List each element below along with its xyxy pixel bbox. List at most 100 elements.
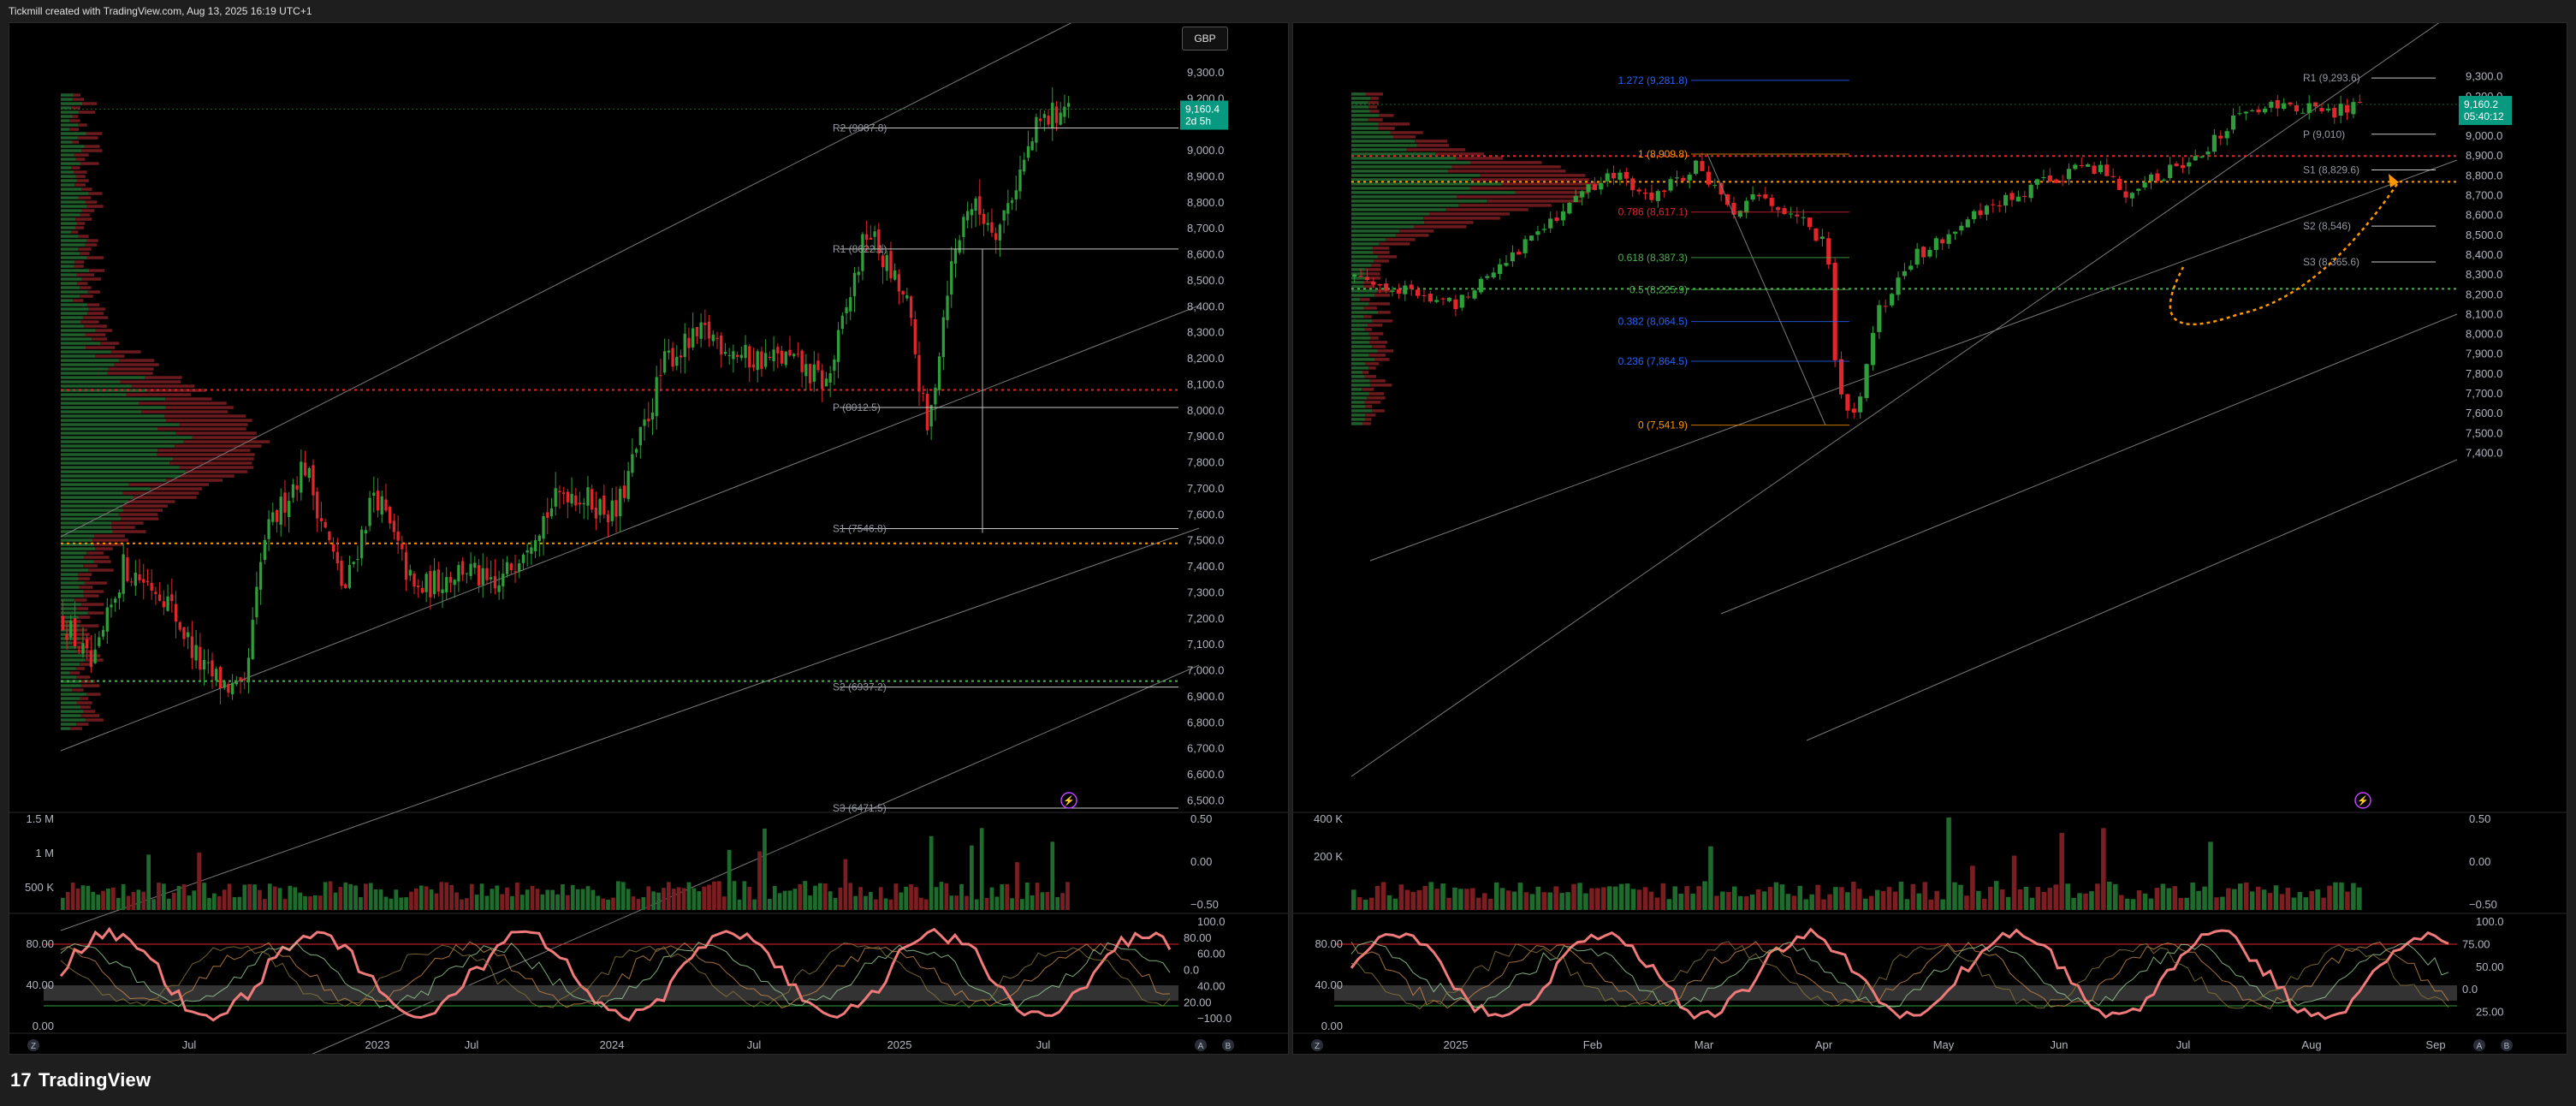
volume-bar[interactable] xyxy=(1547,892,1553,910)
candle-body[interactable] xyxy=(586,487,590,506)
volume-bar[interactable] xyxy=(1815,884,1820,910)
candle-body[interactable] xyxy=(521,554,525,563)
volume-bar[interactable] xyxy=(126,895,131,910)
candle-body[interactable] xyxy=(530,547,533,554)
candle-body[interactable] xyxy=(1573,195,1578,202)
candle-body[interactable] xyxy=(356,559,359,561)
candle-body[interactable] xyxy=(1605,173,1610,181)
volume-bar[interactable] xyxy=(1612,886,1618,910)
candle-body[interactable] xyxy=(821,370,824,389)
volume-bar[interactable] xyxy=(348,883,353,910)
candle-body[interactable] xyxy=(1700,161,1705,171)
candle-body[interactable] xyxy=(958,240,961,253)
candle-body[interactable] xyxy=(477,565,481,586)
candle-body[interactable] xyxy=(1554,217,1559,221)
volume-bar[interactable] xyxy=(217,896,222,910)
candle-body[interactable] xyxy=(258,562,263,590)
candle-body[interactable] xyxy=(2015,196,2021,202)
volume-bar[interactable] xyxy=(364,883,368,910)
volume-bar[interactable] xyxy=(2273,885,2279,910)
candle-body[interactable] xyxy=(1472,290,1477,299)
volume-bar[interactable] xyxy=(333,892,338,910)
candle-body[interactable] xyxy=(1662,190,1667,193)
candle-body[interactable] xyxy=(1018,169,1022,192)
candle-body[interactable] xyxy=(788,349,792,356)
volume-bar[interactable] xyxy=(272,886,277,910)
volume-bar[interactable] xyxy=(566,895,570,910)
candle-body[interactable] xyxy=(1498,264,1503,275)
volume-bar[interactable] xyxy=(2172,886,2178,910)
candle-body[interactable] xyxy=(1826,238,1831,265)
volume-bar[interactable] xyxy=(2267,893,2273,910)
candle-body[interactable] xyxy=(2047,175,2052,182)
volume-bar[interactable] xyxy=(1624,883,1630,910)
candle-body[interactable] xyxy=(558,491,561,493)
candle-body[interactable] xyxy=(2338,104,2343,116)
volume-bar[interactable] xyxy=(1779,884,1785,910)
volume-bar[interactable] xyxy=(434,893,439,910)
volume-bar[interactable] xyxy=(1595,888,1600,910)
volume-bar[interactable] xyxy=(1505,890,1511,910)
candle-body[interactable] xyxy=(655,377,658,417)
volume-bar[interactable] xyxy=(65,891,70,910)
volume-bar[interactable] xyxy=(439,882,444,910)
candle-body[interactable] xyxy=(929,405,933,427)
candle-body[interactable] xyxy=(1712,185,1718,187)
volume-bar[interactable] xyxy=(101,890,105,910)
volume-bar[interactable] xyxy=(934,887,939,910)
volume-bar[interactable] xyxy=(2351,883,2356,910)
candle-body[interactable] xyxy=(162,601,166,608)
candle-body[interactable] xyxy=(138,574,141,580)
volume-bar[interactable] xyxy=(883,898,888,910)
volume-bar[interactable] xyxy=(444,882,449,910)
volume-bar[interactable] xyxy=(808,895,812,910)
candle-body[interactable] xyxy=(1851,408,1856,413)
volume-bar[interactable] xyxy=(359,897,363,910)
volume-bar[interactable] xyxy=(601,898,606,910)
candle-body[interactable] xyxy=(359,529,364,559)
candle-body[interactable] xyxy=(1896,277,1901,295)
volume-bar[interactable] xyxy=(2136,890,2142,910)
candle-body[interactable] xyxy=(2174,164,2179,167)
candle-body[interactable] xyxy=(1580,191,1585,198)
volume-bar[interactable] xyxy=(1874,889,1880,910)
volume-bar[interactable] xyxy=(616,881,620,910)
volume-bar[interactable] xyxy=(1928,899,1933,910)
candle-body[interactable] xyxy=(1623,171,1629,179)
volume-bar[interactable] xyxy=(368,883,373,910)
lightning-icon[interactable] xyxy=(2354,792,2371,809)
volume-bar[interactable] xyxy=(1499,888,1505,910)
candle-body[interactable] xyxy=(2237,113,2242,115)
volume-bar[interactable] xyxy=(606,899,610,910)
candle-body[interactable] xyxy=(650,412,655,419)
candle-body[interactable] xyxy=(178,622,181,630)
volume-bar[interactable] xyxy=(136,889,141,910)
volume-bar[interactable] xyxy=(611,897,615,910)
volume-bar[interactable] xyxy=(2059,833,2064,910)
candle-body[interactable] xyxy=(1819,236,1825,239)
volume-bar[interactable] xyxy=(1535,886,1541,910)
candle-body[interactable] xyxy=(727,354,731,356)
volume-bar[interactable] xyxy=(1035,883,1040,910)
volume-bar[interactable] xyxy=(1666,899,1672,910)
candle-body[interactable] xyxy=(582,502,585,505)
volume-bar[interactable] xyxy=(2291,897,2297,910)
volume-bar[interactable] xyxy=(429,889,434,910)
volume-bar[interactable] xyxy=(131,891,136,910)
volume-bar[interactable] xyxy=(171,892,176,910)
volume-bar[interactable] xyxy=(2190,882,2195,910)
volume-bar[interactable] xyxy=(742,881,747,910)
volume-bar[interactable] xyxy=(1065,882,1070,910)
candle-body[interactable] xyxy=(594,508,598,519)
volume-bar[interactable] xyxy=(828,891,833,910)
volume-bar[interactable] xyxy=(662,888,666,910)
candle-body[interactable] xyxy=(756,351,759,371)
candle-body[interactable] xyxy=(436,569,440,592)
candle-body[interactable] xyxy=(61,615,65,631)
volume-bar[interactable] xyxy=(1660,883,1666,910)
volume-bar[interactable] xyxy=(414,888,418,910)
volume-bar[interactable] xyxy=(1446,897,1451,910)
volume-bar[interactable] xyxy=(1045,891,1050,910)
candle-body[interactable] xyxy=(1649,193,1654,200)
candle-body[interactable] xyxy=(2332,107,2337,118)
